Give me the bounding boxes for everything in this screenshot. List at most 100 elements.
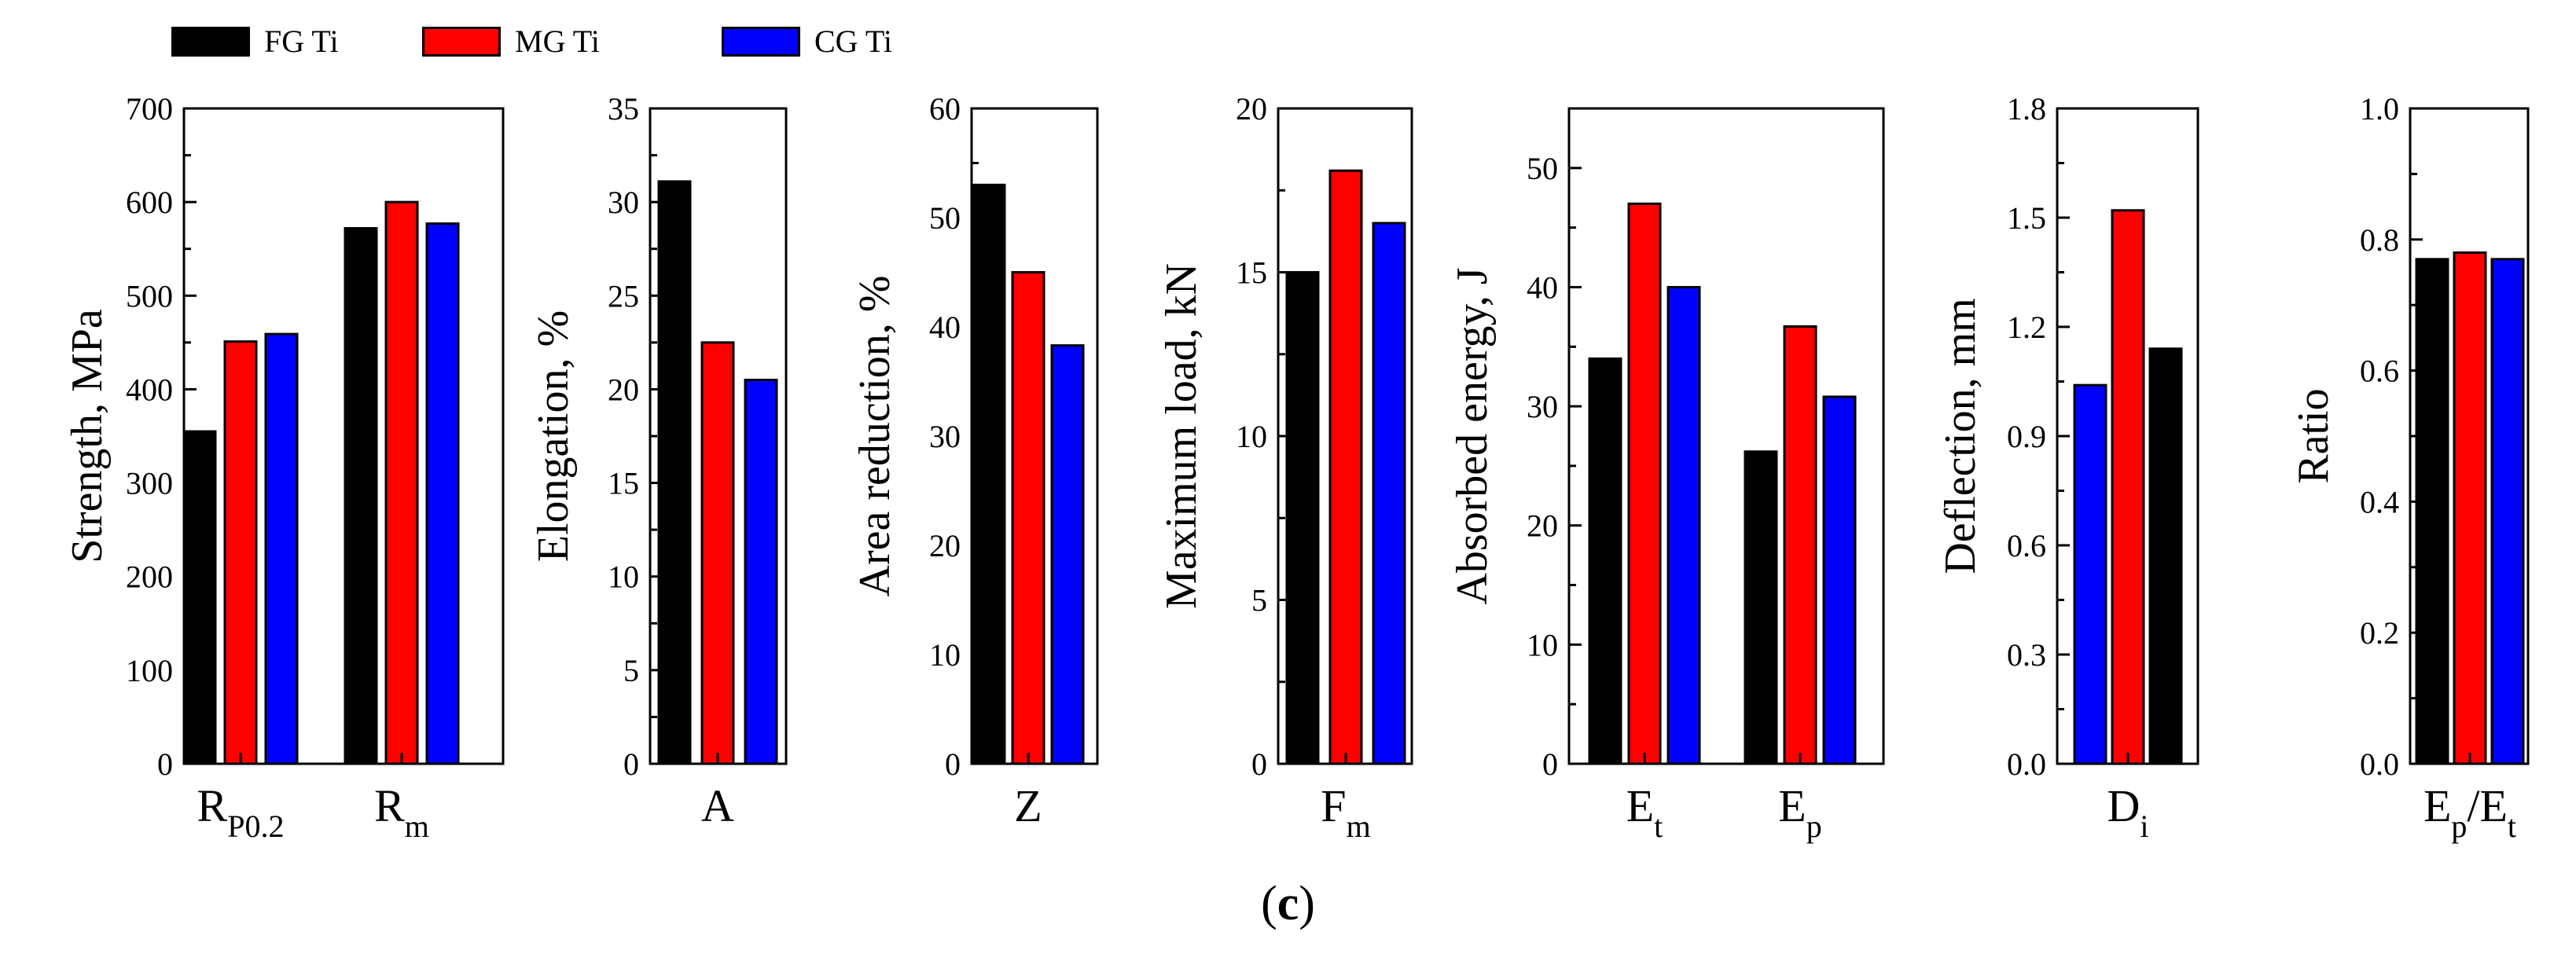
y-tick-label: 0	[945, 746, 961, 782]
y-tick-label: 0	[1542, 746, 1558, 782]
plot-frame	[1567, 107, 1885, 765]
bar	[1783, 325, 1817, 765]
category-mid: /E	[2467, 780, 2508, 831]
bar	[182, 430, 217, 765]
legend-swatch	[422, 27, 501, 57]
y-tick-label: 50	[929, 200, 961, 236]
y-tick-label: 300	[126, 466, 173, 501]
bar	[1666, 285, 1701, 765]
y-tick-label: 25	[608, 278, 639, 314]
y-tick-label: 200	[126, 559, 173, 595]
panel-label-letter: c	[1277, 877, 1299, 930]
x-category-label: Ep	[1778, 780, 1821, 844]
x-category-label: Fm	[1321, 780, 1370, 844]
y-axis-label: Ratio	[2289, 388, 2338, 483]
y-tick-label: 0.4	[2360, 484, 2399, 519]
bar	[264, 332, 299, 765]
chart-panel: 0.0 0.2 0.4 0.6 0.8 1.0 Ratio Ep/Et	[2289, 91, 2530, 844]
bar	[2415, 258, 2449, 765]
x-category-label: Ep/Et	[2423, 780, 2516, 844]
bar	[972, 183, 1006, 765]
category-base: Z	[1014, 780, 1042, 831]
y-tick-label: 0	[623, 746, 639, 782]
panel-label: (c)	[0, 876, 2576, 932]
category-base: F	[1321, 780, 1346, 831]
legend-swatch	[171, 27, 250, 57]
y-axis-label: Strength, MPa	[63, 309, 112, 563]
category-base: R	[374, 780, 405, 831]
category-base: E	[1626, 780, 1654, 831]
y-axis-label: Maximum load, kN	[1157, 263, 1206, 609]
bar	[2148, 347, 2183, 765]
category-base: E	[2423, 780, 2451, 831]
y-tick-label: 30	[1527, 389, 1558, 424]
bar	[2453, 251, 2487, 765]
chart-panel: 0 5 10 15 20 25 30 35 Elongation, % A	[529, 91, 788, 831]
bar	[657, 180, 692, 765]
bar	[1050, 344, 1085, 765]
y-tick-label: 20	[1236, 91, 1267, 127]
y-tick-label: 20	[608, 372, 639, 407]
bar	[344, 227, 378, 765]
y-tick-label: 0.8	[2360, 222, 2399, 258]
y-tick-label: 700	[126, 91, 173, 127]
y-tick-label: 15	[608, 466, 639, 501]
y-tick-label: 0.9	[2007, 419, 2046, 454]
y-tick-label: 30	[608, 185, 639, 220]
y-tick-label: 0	[157, 746, 173, 782]
x-category-label: Z	[1014, 780, 1042, 831]
bar	[1285, 271, 1320, 765]
y-axis-label: Absorbed energy, J	[1448, 267, 1497, 604]
bar	[2111, 209, 2145, 765]
x-category-label: Rm	[374, 780, 429, 844]
bar	[1627, 202, 1662, 765]
category-base: R	[197, 780, 228, 831]
y-tick-label: 10	[608, 559, 639, 595]
panel-label-open: (	[1261, 877, 1277, 930]
bar	[425, 222, 460, 765]
y-tick-label: 500	[126, 278, 173, 314]
bar	[1328, 169, 1363, 765]
y-tick-label: 10	[929, 637, 961, 673]
category-subscript: m	[405, 809, 429, 844]
y-tick-label: 0.6	[2360, 354, 2399, 389]
y-tick-label: 1.0	[2360, 91, 2399, 127]
bar	[1372, 222, 1406, 765]
category-base: D	[2107, 780, 2140, 831]
category-base: A	[701, 780, 734, 831]
bar	[1588, 357, 1622, 765]
category-subscript: i	[2140, 809, 2148, 844]
y-tick-label: 0.0	[2360, 746, 2399, 782]
y-tick-label: 30	[929, 419, 961, 454]
x-category-label: Et	[1626, 780, 1663, 844]
x-category-label: Di	[2107, 780, 2148, 844]
y-tick-label: 60	[929, 91, 961, 127]
bar	[744, 379, 778, 765]
y-tick-label: 1.2	[2007, 310, 2046, 345]
bar	[2073, 383, 2107, 765]
category-subscript: P0.2	[227, 809, 284, 844]
y-tick-label: 1.8	[2007, 91, 2046, 127]
y-tick-label: 20	[929, 528, 961, 563]
y-tick-label: 600	[126, 185, 173, 220]
legend-label: FG Ti	[264, 24, 339, 59]
y-tick-label: 5	[623, 653, 639, 688]
bar	[384, 200, 419, 765]
y-tick-label: 10	[1527, 627, 1558, 662]
y-tick-label: 20	[1527, 508, 1558, 544]
y-tick-label: 400	[126, 372, 173, 407]
chart-panel: 0 10 20 30 40 50 60 Area reduction, % Z	[851, 91, 1099, 831]
y-tick-label: 0.0	[2007, 746, 2046, 782]
y-tick-label: 15	[1236, 255, 1267, 291]
y-tick-label: 0.3	[2007, 637, 2046, 673]
chart-panel: 0.0 0.3 0.6 0.9 1.2 1.5 1.8 Deflection, mm Di	[1936, 91, 2199, 844]
y-axis-label: Deflection, mm	[1936, 298, 1985, 574]
x-category-label: RP0.2	[197, 780, 285, 844]
y-tick-label: 35	[608, 91, 639, 127]
y-tick-label: 0.6	[2007, 528, 2046, 563]
legend-label: MG Ti	[515, 24, 600, 59]
bar	[700, 341, 735, 765]
category-subscript: m	[1347, 809, 1371, 844]
category-subscript: p	[1806, 809, 1822, 844]
